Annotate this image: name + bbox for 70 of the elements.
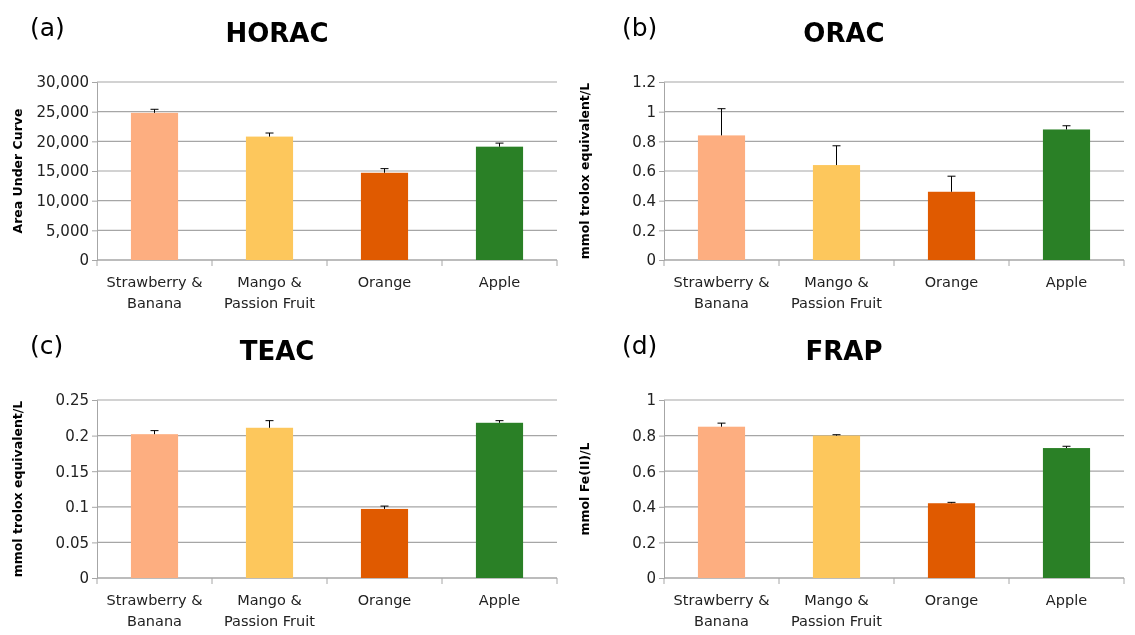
bar: [812, 435, 861, 578]
y-tick-label: 0.6: [632, 162, 656, 181]
x-tick-label: Strawberry & Banana: [106, 592, 203, 629]
y-tick-label: 0: [79, 569, 89, 588]
bar: [475, 146, 524, 260]
x-tick-label: Orange: [924, 592, 979, 608]
y-tick-label: 0: [646, 251, 656, 270]
x-tick-label: Mango & Passion Fruit: [791, 592, 883, 629]
y-tick-label: 0.15: [55, 462, 89, 481]
y-tick-label: 15,000: [36, 162, 89, 181]
chart-title: FRAP: [805, 336, 883, 366]
y-axis-title: mmol trolox equivalent/L: [10, 400, 25, 578]
y-tick-label: 0.1: [65, 498, 89, 517]
y-tick-label: 0.4: [632, 498, 656, 517]
text: (b): [622, 13, 658, 42]
bar: [1042, 448, 1091, 578]
bar: [130, 112, 179, 260]
x-tick-label: Strawberry & Banana: [673, 274, 770, 311]
y-tick-label: 0.6: [632, 462, 656, 481]
text: (a): [30, 13, 65, 42]
x-tick-label: Mango & Passion Fruit: [791, 274, 883, 311]
bar: [475, 422, 524, 578]
chart-title: ORAC: [803, 18, 885, 48]
bar: [697, 426, 746, 578]
y-tick-label: 0.4: [632, 191, 656, 210]
y-tick-label: 0.2: [632, 221, 656, 240]
bar: [697, 135, 746, 260]
bar: [1042, 129, 1091, 260]
x-tick-label: Apple: [1045, 592, 1088, 608]
y-tick-label: 0: [79, 251, 89, 270]
bar: [927, 503, 976, 578]
chart-title: TEAC: [239, 336, 315, 366]
bar: [245, 427, 294, 578]
bar: [360, 508, 409, 578]
y-tick-label: 20,000: [36, 132, 89, 151]
x-tick-label: Apple: [478, 592, 521, 608]
x-tick-label: Orange: [924, 274, 979, 290]
x-tick-label: Strawberry & Banana: [673, 592, 770, 629]
y-tick-label: 25,000: [36, 102, 89, 121]
y-tick-label: 0: [646, 569, 656, 588]
y-tick-label: 0.05: [55, 533, 89, 552]
y-tick-label: 1.2: [632, 73, 656, 92]
y-tick-label: 0.2: [632, 533, 656, 552]
y-tick-label: 30,000: [36, 73, 89, 92]
y-axis-title: mmol trolox equivalent/L: [577, 82, 592, 260]
x-tick-label: Apple: [1045, 274, 1088, 290]
y-tick-label: 0.8: [632, 132, 656, 151]
y-axis-title: mmol Fe(II)/L: [577, 442, 592, 536]
bar: [927, 191, 976, 260]
x-tick-label: Orange: [357, 274, 412, 290]
x-tick-label: Strawberry & Banana: [106, 274, 203, 311]
text: (c): [30, 331, 64, 360]
x-tick-label: Mango & Passion Fruit: [224, 592, 316, 629]
chart-title: HORAC: [225, 18, 329, 48]
y-tick-label: 0.2: [65, 426, 89, 445]
y-tick-label: 1: [646, 391, 656, 410]
bar: [245, 136, 294, 260]
y-tick-label: 10,000: [36, 191, 89, 210]
bar: [812, 165, 861, 260]
x-tick-label: Apple: [478, 274, 521, 290]
y-axis-title: Area Under Curve: [10, 108, 25, 234]
x-tick-label: Mango & Passion Fruit: [224, 274, 316, 311]
bar: [360, 172, 409, 260]
x-tick-label: Orange: [357, 592, 412, 608]
y-tick-label: 1: [646, 102, 656, 121]
y-tick-label: 5,000: [46, 221, 89, 240]
y-tick-label: 0.8: [632, 426, 656, 445]
y-tick-label: 0.25: [55, 391, 89, 410]
bar: [130, 434, 179, 578]
text: (d): [622, 331, 658, 360]
